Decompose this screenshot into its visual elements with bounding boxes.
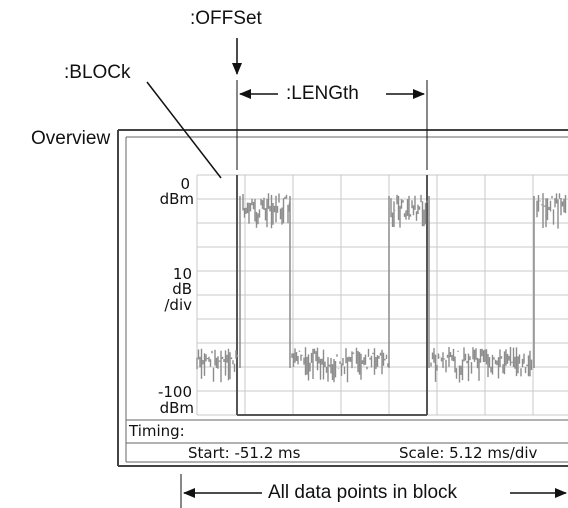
all-points-label: All data points in block [268, 482, 458, 503]
screen-frame [117, 129, 568, 467]
trace-low-segment [430, 347, 533, 383]
block-label: :BLOCk [64, 62, 131, 83]
timing-label: Timing: [129, 422, 185, 440]
overview-label: Overview [31, 128, 111, 149]
start-readout: Start: -51.2 ms [188, 444, 301, 462]
y-bottom-value: -100 [157, 383, 192, 401]
y-scale-value: 10 [172, 265, 192, 283]
graticule [196, 174, 568, 416]
trace-low-segment [291, 347, 389, 383]
trace-high-segment [242, 193, 291, 229]
y-top-unit: dBm [159, 190, 194, 208]
length-label: :LENGth [286, 83, 359, 104]
trace-high-segment [390, 194, 428, 228]
scale-readout: Scale: 5.12 ms/div [399, 444, 538, 462]
y-bottom-unit: dBm [159, 399, 194, 417]
trace-high-segment [536, 193, 567, 229]
block-pointer [146, 81, 222, 179]
y-scale-per: /div [164, 296, 192, 314]
offset-label: :OFFSet [190, 8, 262, 29]
all-points-bracket [180, 474, 567, 508]
signal-trace [196, 193, 567, 383]
length-bracket [239, 80, 428, 170]
y-top-value: 0 [180, 175, 190, 193]
trace-low-segment [196, 348, 239, 383]
block-boundary [236, 175, 428, 416]
y-scale-unit: dB [172, 280, 192, 298]
